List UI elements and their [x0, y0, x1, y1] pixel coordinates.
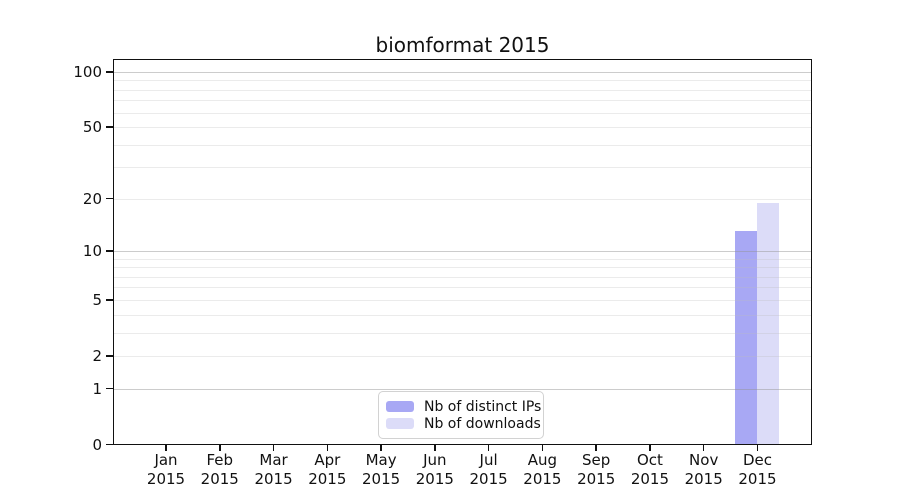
- chart-title: biomformat 2015: [375, 33, 550, 57]
- y-tick-50: [106, 126, 113, 128]
- x-tick-label-year: 2015: [308, 469, 347, 488]
- x-tick-label-sep: Sep 2015: [564, 451, 628, 489]
- x-tick-label-nov: Nov 2015: [672, 451, 736, 489]
- y-tick-100: [106, 71, 113, 73]
- x-tick-label-year: 2015: [469, 469, 508, 488]
- y-tick-2: [106, 355, 113, 357]
- x-tick-label-year: 2015: [684, 469, 723, 488]
- y-tick-label-2: 2: [92, 346, 102, 365]
- y-tick-20: [106, 197, 113, 200]
- x-tick-oct: [649, 444, 651, 451]
- x-tick-mar: [272, 444, 275, 451]
- x-tick-apr: [326, 444, 329, 451]
- legend-item-downloads: Nb of downloads: [386, 415, 543, 432]
- x-tick-label-year: 2015: [200, 469, 239, 488]
- x-tick-label-jul: Jul 2015: [457, 451, 521, 489]
- legend-label-downloads: Nb of downloads: [424, 415, 541, 432]
- x-tick-jun: [434, 444, 436, 451]
- x-tick-label-apr: Apr 2015: [295, 451, 359, 489]
- y-tick-10: [106, 250, 113, 252]
- x-tick-sep: [595, 444, 597, 451]
- legend-label-distinct-ips: Nb of distinct IPs: [424, 398, 542, 415]
- plot-frame: [113, 59, 812, 445]
- y-tick-label-5: 5: [92, 290, 102, 309]
- x-tick-label-year: 2015: [738, 469, 777, 488]
- x-tick-jan: [165, 444, 167, 451]
- legend-swatch-distinct-ips-icon: [386, 401, 414, 412]
- x-tick-may: [380, 444, 382, 451]
- x-tick-label-year: 2015: [577, 469, 616, 488]
- x-tick-label-year: 2015: [254, 469, 293, 488]
- x-tick-label-year: 2015: [523, 469, 562, 488]
- x-tick-label-dec: Dec 2015: [725, 451, 789, 489]
- legend: Nb of distinct IPs Nb of downloads: [378, 391, 544, 439]
- x-tick-feb: [219, 444, 221, 451]
- x-tick-label-aug: Aug 2015: [510, 451, 574, 489]
- x-tick-jul: [487, 444, 490, 451]
- x-tick-label-may: May 2015: [349, 451, 413, 489]
- x-tick-label-feb: Feb 2015: [188, 451, 252, 489]
- y-tick-1: [106, 387, 113, 390]
- legend-item-distinct-ips: Nb of distinct IPs: [386, 398, 543, 415]
- x-tick-dec: [756, 444, 759, 451]
- y-tick-label-50: 50: [82, 118, 102, 137]
- x-tick-label-jan: Jan 2015: [134, 451, 198, 489]
- x-tick-aug: [541, 444, 544, 451]
- y-tick-label-20: 20: [82, 189, 102, 208]
- x-tick-nov: [702, 444, 705, 451]
- y-tick-label-0: 0: [92, 435, 102, 454]
- x-tick-label-jun: Jun 2015: [403, 451, 467, 489]
- x-tick-label-year: 2015: [361, 469, 401, 488]
- y-tick-label-1: 1: [92, 379, 102, 398]
- x-tick-label-year: 2015: [630, 469, 670, 488]
- y-tick-label-100: 100: [73, 62, 102, 81]
- x-tick-label-year: 2015: [415, 469, 454, 488]
- y-tick-0: [106, 443, 113, 446]
- x-tick-label-oct: Oct 2015: [618, 451, 682, 489]
- x-tick-label-year: 2015: [146, 469, 186, 488]
- x-tick-label-mar: Mar 2015: [242, 451, 306, 489]
- y-tick-5: [106, 299, 113, 301]
- legend-swatch-downloads-icon: [386, 418, 414, 429]
- y-tick-label-10: 10: [82, 241, 102, 260]
